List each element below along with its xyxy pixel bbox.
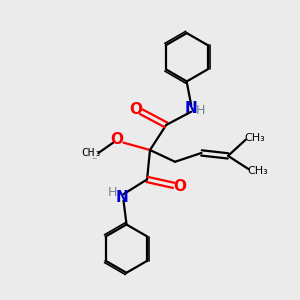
Text: N: N	[116, 190, 128, 205]
Text: O: O	[110, 132, 124, 147]
Text: methyl: methyl	[93, 158, 98, 160]
Text: CH₃: CH₃	[247, 166, 268, 176]
Text: O: O	[173, 179, 186, 194]
Text: CH₃: CH₃	[244, 133, 265, 143]
Text: H: H	[196, 104, 205, 117]
Text: O: O	[129, 102, 142, 117]
Text: H: H	[108, 186, 117, 199]
Text: N: N	[185, 101, 198, 116]
Text: CH₃: CH₃	[81, 148, 101, 158]
